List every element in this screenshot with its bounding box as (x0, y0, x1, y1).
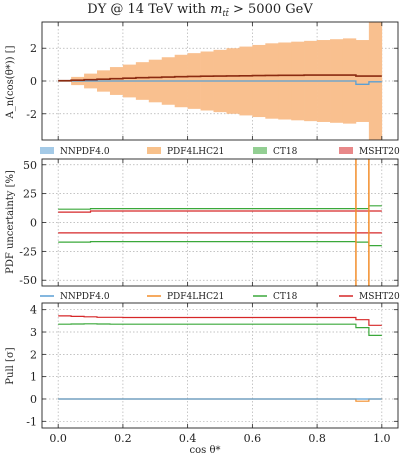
series-line-ct18 (58, 241, 382, 247)
x-tick-label: 0.2 (114, 432, 132, 445)
bottom-panel: -1 0 1 2 3 4 0.0 0.2 0.4 0.6 0.8 1.0 (26, 302, 399, 445)
ylabel-bottom: Pull [σ] (5, 347, 16, 384)
pull-line-ct18 (58, 323, 382, 336)
y-tick-label: -2 (26, 108, 37, 121)
legend-label: PDF4LHC21 (167, 292, 224, 302)
y-tick-label: 2 (30, 42, 37, 55)
ylabel-top: A_n(cos(θ*)) [] (5, 45, 16, 119)
series-line-ct18 (58, 205, 382, 210)
y-tick-label: -25 (19, 245, 37, 258)
legend-swatch (147, 147, 161, 154)
legend-label: NNPDF4.0 (60, 292, 110, 302)
x-tick-label: 0.0 (49, 432, 67, 445)
y-tick-label: 1 (30, 371, 37, 384)
x-tick-label: 0.4 (179, 432, 197, 445)
y-tick-label: -50 (19, 274, 37, 287)
nnpdf-central-line (58, 80, 382, 85)
y-tick-label: 4 (30, 304, 37, 317)
x-tick-label: 0.6 (244, 432, 262, 445)
middle-panel: -50 -25 0 25 50 (19, 158, 399, 287)
legend-label: MSHT20 (359, 292, 400, 302)
y-tick-label: 0 (30, 217, 37, 230)
legend-label: NNPDF4.0 (60, 147, 110, 157)
series-line-msht20 (58, 210, 382, 213)
y-tick-label: 0 (30, 75, 37, 88)
y-tick-label: 3 (30, 326, 37, 339)
legend-swatch (40, 147, 54, 154)
uncertainty-band-bar (355, 40, 370, 122)
top-panel: -2 0 2 (26, 21, 399, 141)
legend-label: CT18 (273, 292, 298, 302)
y-tick-label: 25 (23, 188, 37, 201)
legend-swatch (339, 147, 353, 154)
y-tick-label: 50 (23, 159, 37, 172)
y-tick-label: 2 (30, 348, 37, 361)
legend-swatch (253, 147, 267, 154)
uncertainty-band-bar (368, 22, 383, 140)
legend-label: PDF4LHC21 (167, 147, 224, 157)
y-tick-label: -1 (26, 415, 37, 428)
xlabel: cos θ* (190, 445, 221, 456)
chart-title: DY @ 14 TeV with mtt̄ > 5000 GeV (87, 2, 313, 18)
legend-top: NNPDF4.0 PDF4LHC21 CT18 MSHT20 (40, 147, 400, 157)
legend-middle: NNPDF4.0 PDF4LHC21 CT18 MSHT20 (40, 292, 400, 302)
x-tick-label: 0.8 (308, 432, 326, 445)
y-tick-label: 0 (30, 393, 37, 406)
legend-label: CT18 (273, 147, 298, 157)
central-line (58, 74, 382, 82)
pull-line-msht20 (58, 315, 382, 326)
ylabel-middle: PDF uncertainty [%] (5, 170, 16, 274)
axes-frame (41, 302, 399, 429)
legend-label: MSHT20 (359, 147, 400, 157)
x-tick-label: 1.0 (373, 432, 391, 445)
